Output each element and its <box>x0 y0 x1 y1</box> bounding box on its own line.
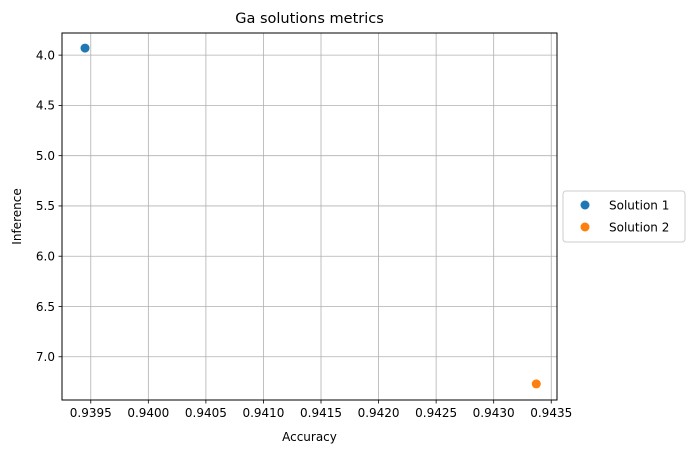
legend-marker-series-2 <box>580 222 590 232</box>
x-tick-label: 0.9405 <box>185 406 227 420</box>
x-tick-label: 0.9415 <box>300 406 342 420</box>
y-tick-label: 5.5 <box>36 199 55 213</box>
x-tick-label: 0.9430 <box>473 406 515 420</box>
y-tick-label: 6.5 <box>36 300 55 314</box>
data-points <box>80 43 541 389</box>
x-axis-label: Accuracy <box>282 430 337 444</box>
data-point-series-1 <box>80 43 90 53</box>
y-tick-label: 6.0 <box>36 250 55 264</box>
legend-box <box>562 190 686 243</box>
y-tick-label: 4.0 <box>36 48 55 62</box>
axis-ticks: 0.9395 0.9400 0.9405 0.9410 0.9415 0.9420 0.94… <box>36 48 572 420</box>
y-tick-label: 5.0 <box>36 149 55 163</box>
plot-area-frame <box>61 32 558 401</box>
legend: Solution 1 Solution 2 <box>562 190 686 243</box>
chart-title: Ga solutions metrics <box>235 11 384 27</box>
x-tick-label: 0.9395 <box>70 406 112 420</box>
x-tick-label: 0.9425 <box>415 406 457 420</box>
grid <box>62 33 557 400</box>
data-point-series-2 <box>531 379 541 389</box>
legend-label-series-1: Solution 1 <box>609 198 669 212</box>
x-tick-label: 0.9435 <box>530 406 572 420</box>
x-tick-label: 0.9420 <box>358 406 400 420</box>
y-tick-label: 7.0 <box>36 350 55 364</box>
legend-marker-series-1 <box>580 200 590 210</box>
y-tick-label: 4.5 <box>36 99 55 113</box>
x-tick-label: 0.9400 <box>127 406 169 420</box>
legend-label-series-2: Solution 2 <box>609 220 669 234</box>
x-tick-label: 0.9410 <box>242 406 284 420</box>
y-axis-label: Inference <box>10 188 24 244</box>
